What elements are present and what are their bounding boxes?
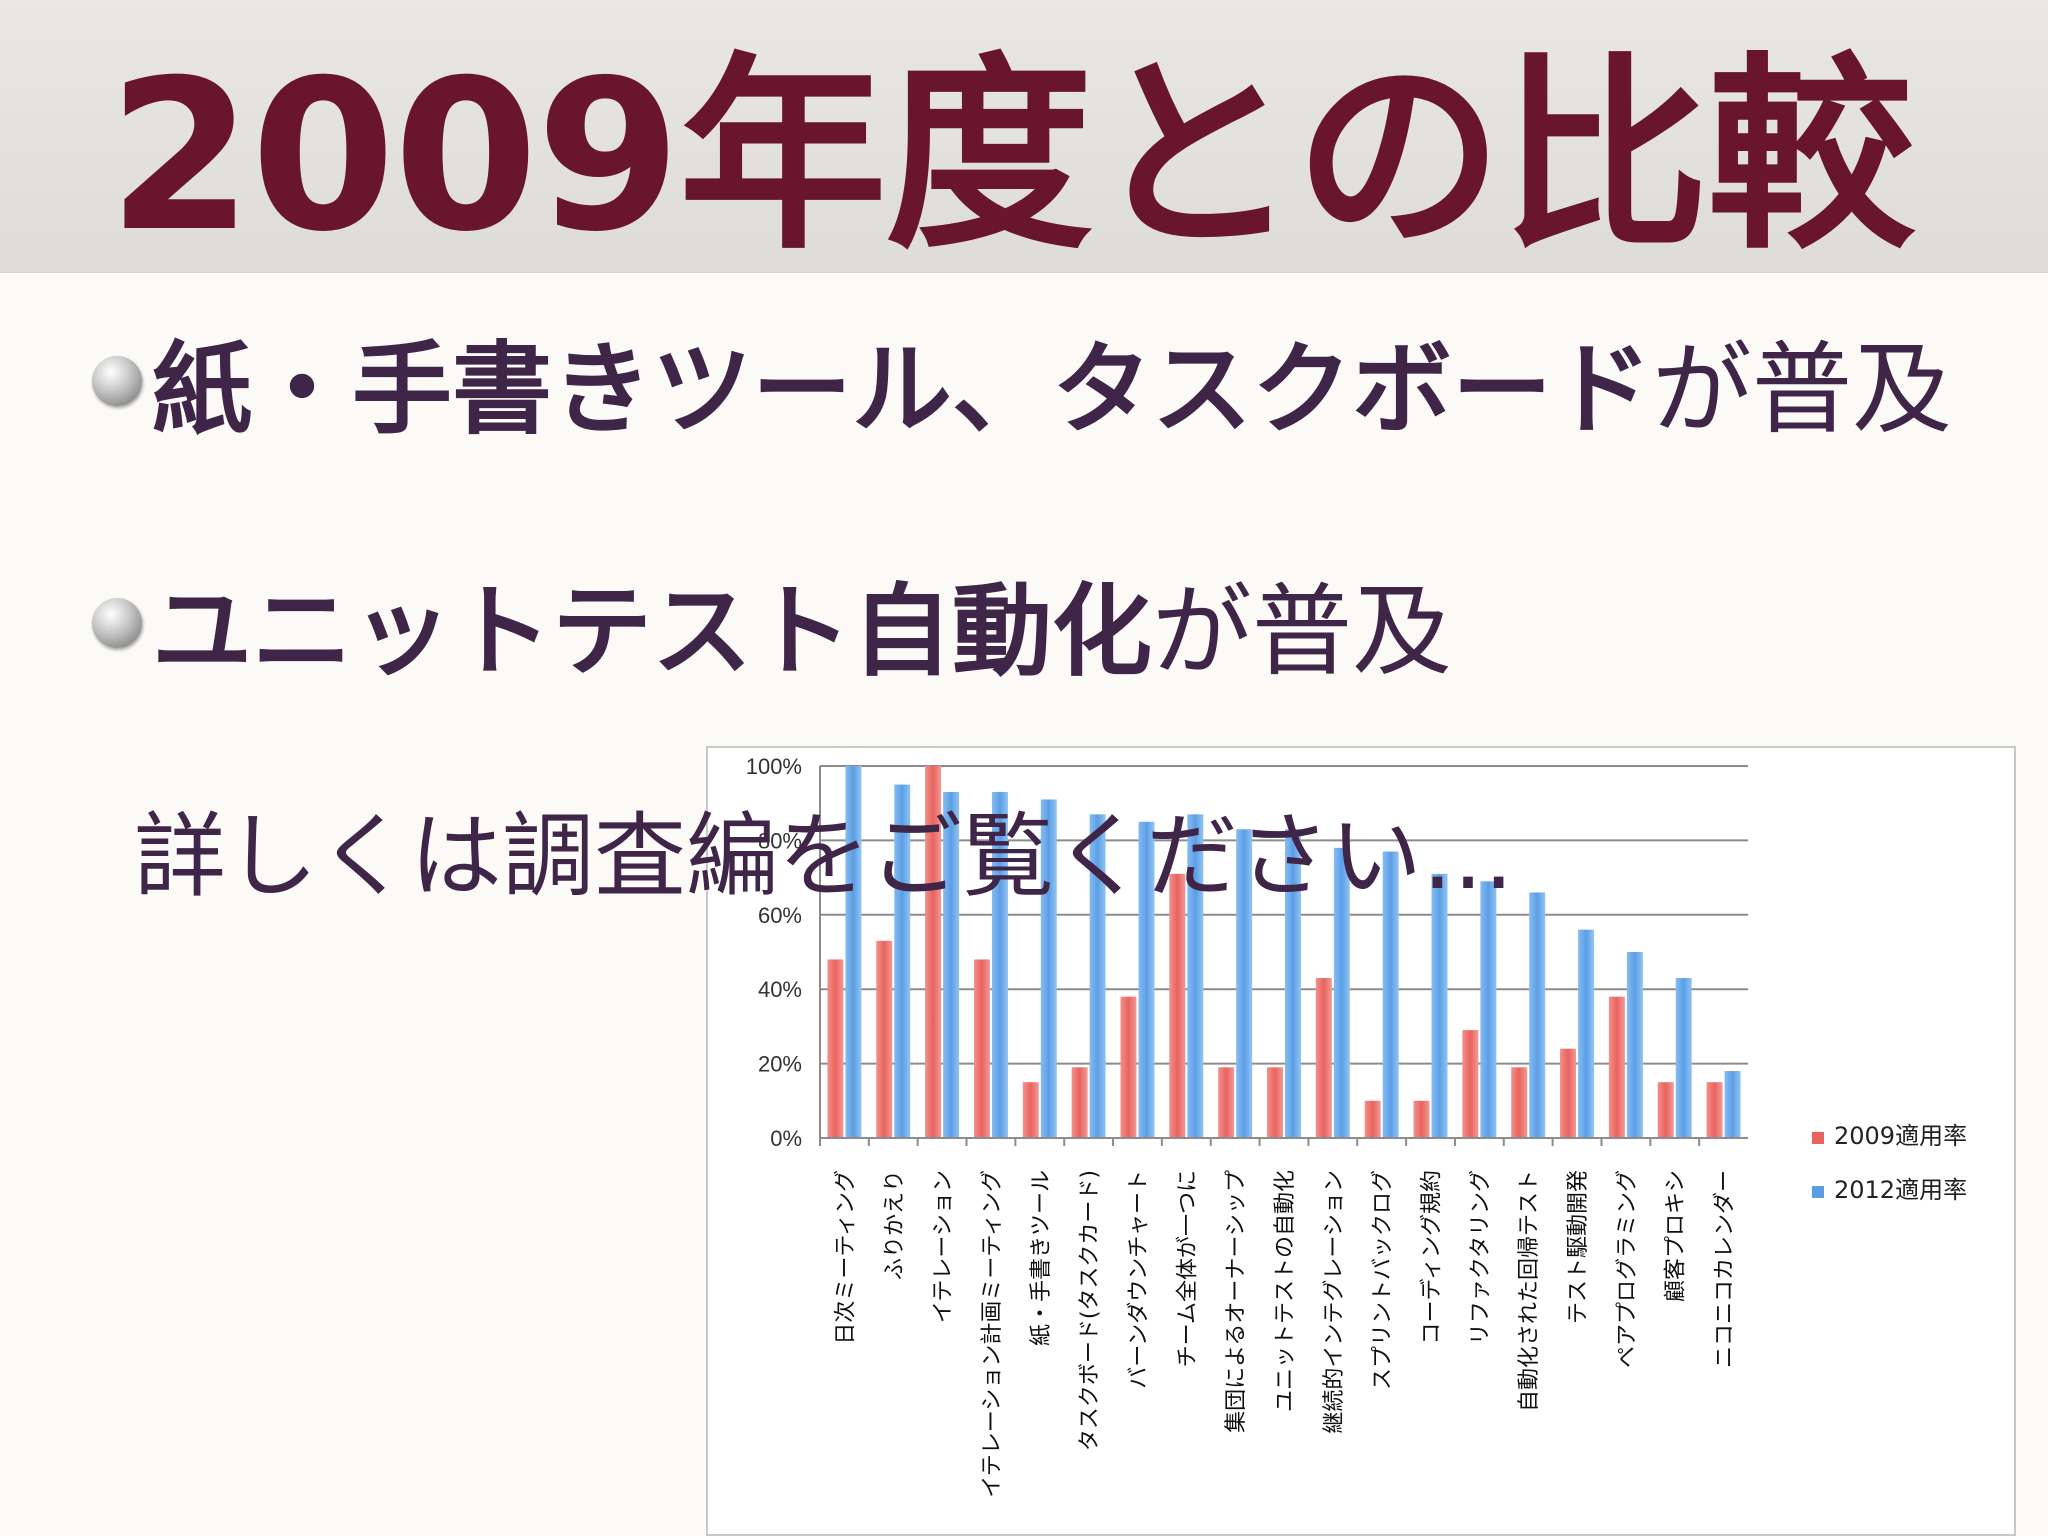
bar-2012 bbox=[1675, 978, 1692, 1138]
x-category-label: 紙・手書きツール bbox=[1029, 1170, 1054, 1346]
bar-2012 bbox=[1138, 821, 1155, 1138]
x-category-label: ユニットテストの自動化 bbox=[1273, 1170, 1298, 1412]
x-category-label: タスクボード(タスクカード) bbox=[1078, 1170, 1103, 1451]
note-text: 詳しくは調査編をご覧ください… bbox=[134, 803, 1515, 910]
x-category-label: テスト駆動開発 bbox=[1566, 1170, 1591, 1324]
legend-label: 2012適用率 bbox=[1834, 1176, 1967, 1204]
x-category-label: リファクタリング bbox=[1468, 1170, 1493, 1345]
bar-2009 bbox=[1315, 978, 1332, 1138]
bar-2009 bbox=[1413, 1100, 1430, 1138]
bar-2012 bbox=[1187, 814, 1204, 1138]
bar-2012 bbox=[1480, 881, 1497, 1138]
x-category-label: コーディング規約 bbox=[1420, 1170, 1445, 1344]
bar-2012 bbox=[845, 766, 862, 1138]
bar-2009 bbox=[1364, 1100, 1381, 1138]
bar-2009 bbox=[827, 959, 844, 1138]
chart-container: 0% 20% 40% 60% 80% 100% 日次ミーティング ふりかえり イテレーション イテ… bbox=[706, 746, 2016, 1536]
bar-2012 bbox=[1236, 829, 1253, 1138]
bar-2009 bbox=[1511, 1067, 1528, 1138]
bar-2012 bbox=[991, 792, 1008, 1138]
x-category-label: ふりかえり bbox=[882, 1170, 907, 1280]
bullet-bold-text: ユニットテスト自動化 bbox=[152, 573, 1152, 690]
x-category-label: イテレーション計画ミーティング bbox=[980, 1170, 1005, 1498]
x-category-label: 継続的インテグレーション bbox=[1322, 1170, 1347, 1434]
y-tick-label: 0% bbox=[770, 1126, 802, 1151]
bullet-dot-icon bbox=[92, 355, 142, 406]
x-category-label: チーム全体が一つに bbox=[1175, 1170, 1200, 1367]
bar-2012 bbox=[1285, 829, 1301, 1138]
legend-label: 2009適用率 bbox=[1834, 1122, 1967, 1150]
legend-swatch bbox=[1812, 1132, 1824, 1144]
slide-title: 2009年度との比較 bbox=[108, 36, 1915, 278]
bar-2012 bbox=[894, 784, 911, 1138]
bar-2012 bbox=[1724, 1071, 1741, 1138]
x-category-label: イテレーション bbox=[931, 1170, 956, 1323]
bullet-dot-icon bbox=[92, 597, 142, 648]
bullet-item: 紙・手書きツール、タスクボード が普及 bbox=[92, 308, 1952, 453]
bullet-plain-text: が普及 bbox=[1152, 573, 1452, 690]
bullet-item: ユニットテスト自動化 が普及 bbox=[92, 550, 1452, 695]
x-category-label: ペアプログラミング bbox=[1615, 1170, 1640, 1368]
bar-2012 bbox=[943, 792, 960, 1138]
bar-2009 bbox=[1218, 1067, 1235, 1138]
bar-2012 bbox=[1040, 799, 1057, 1138]
x-category-label: ニコニコカレンダー bbox=[1713, 1170, 1738, 1368]
y-tick-label: 80% bbox=[758, 828, 802, 853]
bar-chart: 0% 20% 40% 60% 80% 100% 日次ミーティング ふりかえり イテレーション イテ… bbox=[746, 754, 1967, 1498]
bullet-bold-text: 紙・手書きツール、タスクボード bbox=[152, 331, 1652, 448]
bar-2009 bbox=[1560, 1048, 1577, 1138]
bar-2012 bbox=[1382, 851, 1399, 1138]
y-tick-label: 100% bbox=[746, 754, 802, 779]
x-category-label: 集団によるオーナーシップ bbox=[1224, 1170, 1249, 1433]
y-tick-label: 40% bbox=[758, 977, 802, 1002]
bar-2012 bbox=[1089, 814, 1106, 1138]
bar-2012 bbox=[1333, 847, 1350, 1138]
y-tick-label: 20% bbox=[758, 1052, 802, 1077]
bar-2009 bbox=[1169, 873, 1186, 1138]
bar-2009 bbox=[1120, 996, 1137, 1138]
x-category-label: バーンダウンチャート bbox=[1126, 1170, 1151, 1389]
legend-swatch bbox=[1812, 1186, 1824, 1198]
bar-2009 bbox=[973, 959, 990, 1138]
bar-2009 bbox=[1022, 1082, 1039, 1138]
bar-2009 bbox=[1071, 1067, 1088, 1138]
bar-2009 bbox=[1608, 996, 1625, 1138]
bar-2012 bbox=[1431, 873, 1448, 1138]
x-category-label: 自動化された回帰テスト bbox=[1517, 1170, 1542, 1412]
bar-2009 bbox=[1267, 1067, 1283, 1138]
x-category-label: 顧客プロキシ bbox=[1664, 1170, 1689, 1302]
bar-2009 bbox=[925, 766, 942, 1138]
title-band bbox=[0, 0, 2048, 273]
y-tick-label: 60% bbox=[758, 903, 802, 928]
x-category-label: 日次ミーティング bbox=[833, 1170, 858, 1345]
bar-2009 bbox=[1706, 1082, 1723, 1138]
x-category-label: スプリントバックログ bbox=[1371, 1170, 1396, 1390]
bar-2012 bbox=[1626, 952, 1643, 1138]
bar-2009 bbox=[1657, 1082, 1674, 1138]
bar-2012 bbox=[1529, 892, 1546, 1138]
bullet-plain-text: が普及 bbox=[1652, 331, 1952, 448]
bar-2012 bbox=[1578, 929, 1595, 1138]
bar-2009 bbox=[1462, 1030, 1479, 1138]
bar-2009 bbox=[876, 940, 893, 1138]
